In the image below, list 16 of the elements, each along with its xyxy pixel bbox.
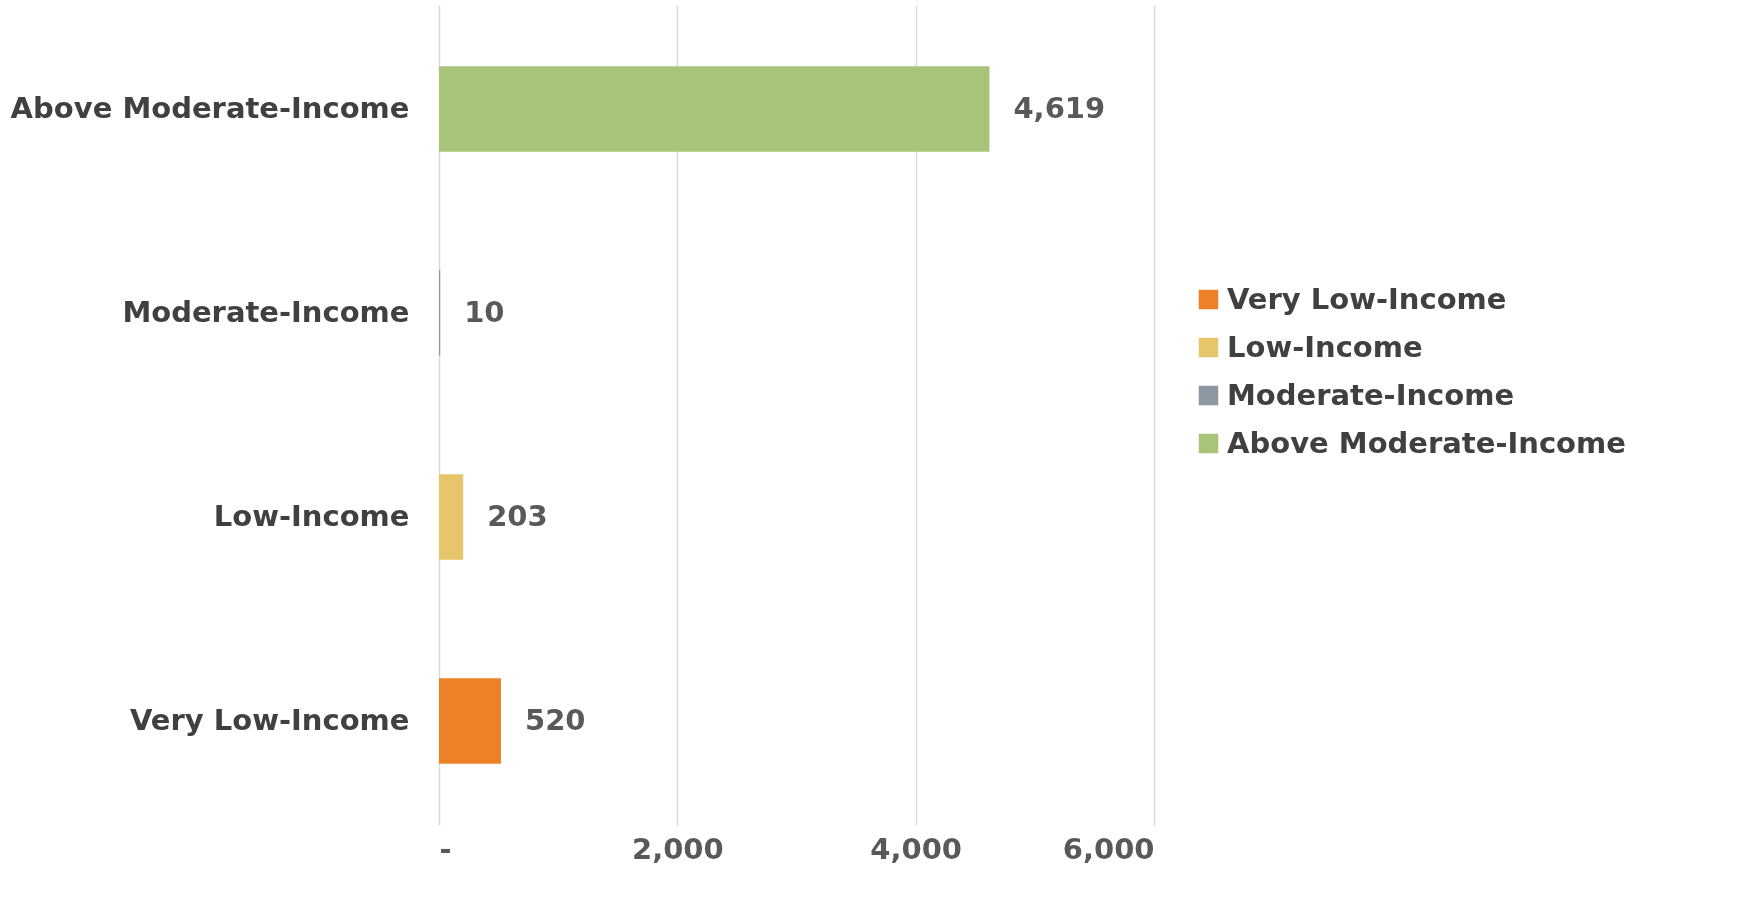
data-label: 10 (464, 295, 505, 330)
data-label: 520 (524, 702, 586, 737)
x-tick-label: 2,000 (631, 831, 724, 866)
x-tick-label: 4,000 (870, 831, 963, 866)
x-tick-label: 6,000 (1062, 831, 1155, 866)
y-tick-label: Low-Income (213, 498, 410, 533)
legend-label: Very Low-Income (1227, 281, 1507, 316)
data-label: 203 (487, 498, 548, 533)
y-tick-label: Above Moderate-Income (10, 91, 410, 126)
legend-label: Above Moderate-Income (1227, 425, 1626, 460)
legend-label: Moderate-Income (1227, 377, 1515, 412)
x-tick-label: - (439, 831, 452, 866)
y-tick-label: Very Low-Income (130, 702, 410, 737)
data-label: 4,619 (1013, 91, 1106, 126)
legend-label: Low-Income (1227, 329, 1423, 364)
y-tick-label: Moderate-Income (122, 295, 410, 330)
